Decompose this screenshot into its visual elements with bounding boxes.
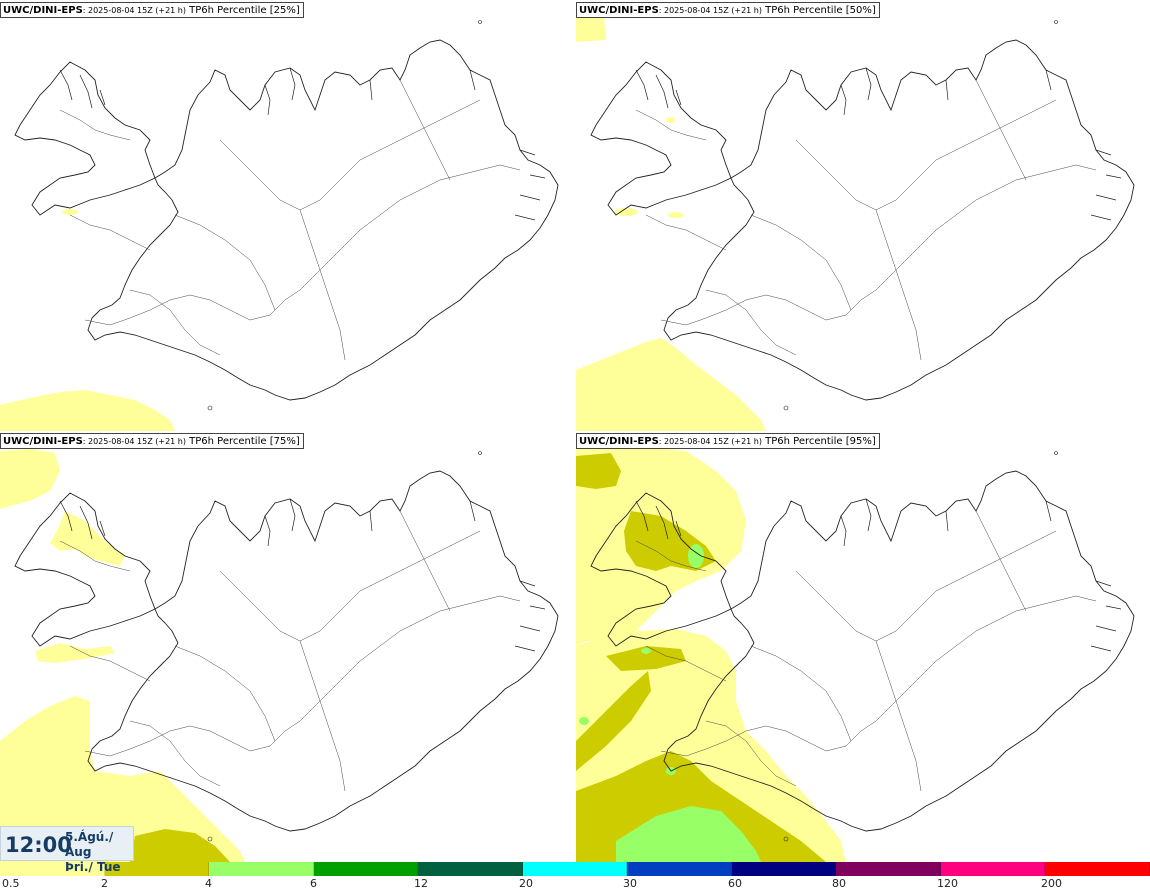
legend-tick-label: 0.5 bbox=[2, 877, 20, 890]
precip-spot bbox=[666, 117, 676, 123]
map-panel-p50: UWC/DINI-EPS: 2025-08-04 15Z (+21 h) TP6… bbox=[576, 0, 1150, 431]
precip-area-moderate bbox=[130, 829, 230, 862]
map-panel-p75: UWC/DINI-EPS: 2025-08-04 15Z (+21 h) TP6… bbox=[0, 431, 574, 862]
run-time: : 2025-08-04 15Z (+21 h) bbox=[658, 6, 762, 15]
legend-swatch bbox=[1045, 862, 1150, 876]
legend-swatch bbox=[313, 862, 419, 876]
valid-date-line2: Þri./ Tue bbox=[65, 860, 121, 874]
model-name: UWC/DINI-EPS bbox=[579, 436, 659, 447]
legend-swatch bbox=[940, 862, 1046, 876]
legend-tick-label: 6 bbox=[310, 877, 317, 890]
precip-spot bbox=[62, 209, 78, 215]
legend-tick-label: 30 bbox=[623, 877, 637, 890]
run-time: : 2025-08-04 15Z (+21 h) bbox=[82, 6, 186, 15]
legend-tick-label: 120 bbox=[937, 877, 958, 890]
legend-swatch bbox=[104, 862, 210, 876]
precip-map-p75 bbox=[0, 449, 559, 862]
product-name: TP6h Percentile [25%] bbox=[185, 5, 300, 16]
run-time: : 2025-08-04 15Z (+21 h) bbox=[82, 437, 186, 446]
valid-clock: 12:00 bbox=[5, 833, 72, 857]
precip-area-light bbox=[35, 643, 115, 663]
precip-area-moderate bbox=[576, 671, 651, 771]
legend-swatch bbox=[522, 862, 628, 876]
legend-tick-label: 12 bbox=[414, 877, 428, 890]
valid-time-box: 12:00 5.Ágú./ Aug Þri./ Tue bbox=[0, 826, 134, 874]
legend-swatch bbox=[0, 862, 105, 876]
legend-swatch bbox=[627, 862, 732, 876]
run-time: : 2025-08-04 15Z (+21 h) bbox=[658, 437, 762, 446]
precip-area-light bbox=[0, 449, 60, 509]
legend-tick-label: 20 bbox=[519, 877, 533, 890]
legend-tick-label: 4 bbox=[205, 877, 212, 890]
precip-map-p25 bbox=[0, 20, 559, 431]
legend-color-bar bbox=[0, 862, 1150, 876]
precip-map-p50 bbox=[576, 18, 1135, 431]
legend-tick-label: 60 bbox=[728, 877, 742, 890]
precip-area-heavy bbox=[616, 806, 761, 862]
panel-title: UWC/DINI-EPS: 2025-08-04 15Z (+21 h) TP6… bbox=[576, 2, 880, 18]
legend-swatch bbox=[418, 862, 523, 876]
precip-area-moderate bbox=[606, 646, 686, 671]
precip-area-light bbox=[576, 338, 766, 431]
product-name: TP6h Percentile [95%] bbox=[761, 436, 876, 447]
legend-tick-label: 2 bbox=[101, 877, 108, 890]
map-panel-p25: UWC/DINI-EPS: 2025-08-04 15Z (+21 h) TP6… bbox=[0, 0, 574, 431]
legend-swatch bbox=[836, 862, 941, 876]
panel-title: UWC/DINI-EPS: 2025-08-04 15Z (+21 h) TP6… bbox=[0, 2, 304, 18]
precip-spot bbox=[668, 212, 684, 218]
precip-spot bbox=[641, 648, 651, 654]
legend-swatch bbox=[209, 862, 314, 876]
precip-map-p95 bbox=[576, 446, 1135, 862]
model-name: UWC/DINI-EPS bbox=[3, 5, 83, 16]
precip-legend: 0.5 2 4 6 12 20 30 60 80 120 200 bbox=[0, 862, 1150, 891]
product-name: TP6h Percentile [75%] bbox=[185, 436, 300, 447]
panel-divider bbox=[574, 0, 576, 862]
precip-area-light bbox=[576, 18, 606, 42]
legend-tick-label: 80 bbox=[832, 877, 846, 890]
precip-area-light bbox=[0, 696, 245, 862]
valid-date: 5.Ágú./ Aug Þri./ Tue bbox=[65, 830, 133, 875]
legend-tick-label: 200 bbox=[1041, 877, 1062, 890]
precip-area-light bbox=[0, 390, 175, 431]
legend-swatch bbox=[731, 862, 837, 876]
model-name: UWC/DINI-EPS bbox=[3, 436, 83, 447]
model-name: UWC/DINI-EPS bbox=[579, 5, 659, 16]
panel-title: UWC/DINI-EPS: 2025-08-04 15Z (+21 h) TP6… bbox=[576, 433, 880, 449]
precip-spot bbox=[579, 717, 589, 725]
precip-area-light bbox=[50, 511, 125, 566]
panel-title: UWC/DINI-EPS: 2025-08-04 15Z (+21 h) TP6… bbox=[0, 433, 304, 449]
precip-spot bbox=[614, 208, 638, 216]
product-name: TP6h Percentile [50%] bbox=[761, 5, 876, 16]
precip-area-moderate bbox=[576, 453, 621, 489]
map-panel-p95: UWC/DINI-EPS: 2025-08-04 15Z (+21 h) TP6… bbox=[576, 431, 1150, 862]
valid-date-line1: 5.Ágú./ Aug bbox=[65, 830, 114, 859]
